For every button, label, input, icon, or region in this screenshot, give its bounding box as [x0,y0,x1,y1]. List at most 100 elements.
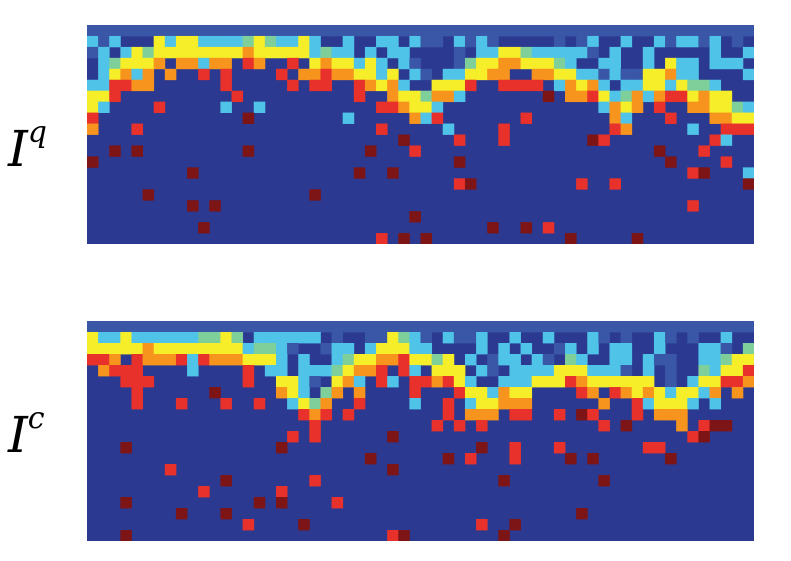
heatmap-iq-cell [98,79,110,92]
heatmap-ic-cell [420,343,433,355]
heatmap-ic-cell [642,365,655,377]
heatmap-ic-cell [598,420,610,432]
heatmap-iq-cell [631,101,644,113]
heatmap-ic-cell [487,387,499,399]
heatmap-ic-cell [453,321,466,333]
heatmap-iq-cell [409,57,421,70]
heatmap-ic-cell [342,365,355,377]
heatmap-iq-cell [198,25,210,37]
heatmap-ic-cell [109,354,121,366]
heatmap-ic-cell [587,387,599,399]
heatmap-ic-cell [520,343,533,355]
heatmap-ic-cell [364,365,377,377]
heatmap-ic-cell [120,343,132,355]
heatmap-iq-cell [598,79,610,92]
heatmap-ic-cell [553,343,566,355]
heatmap-ic-cell [320,343,332,355]
heatmap-ic-cell [542,354,555,366]
heatmap-iq-cell [509,57,521,70]
heatmap-iq-cell [131,25,143,37]
heatmap-iq-cell [598,57,610,70]
heatmap-iq-cell [676,57,688,70]
heatmap-ic-cell [464,387,477,399]
heatmap-iq-cell [331,25,344,37]
heatmap-iq-cell [509,46,521,59]
heatmap-iq-cell [709,90,722,103]
heatmap-iq-cell [387,101,399,113]
heatmap-iq-cell [187,57,199,70]
heatmap-ic-cell [98,321,110,333]
heatmap-iq-cell [120,68,132,81]
heatmap-iq-cell [587,68,599,81]
heatmap-iq-cell [531,57,544,70]
heatmap-ic-cell [653,442,666,454]
heatmap-iq-cell [164,68,177,81]
heatmap-iq-cell [320,25,332,37]
heatmap-iq-cell [698,101,710,113]
heatmap-ic-cell [631,409,644,421]
heatmap-ic-cell [576,409,588,421]
heatmap-ic-cell [320,398,332,410]
heatmap-ic-cell [698,431,710,443]
heatmap-ic-cell [464,376,477,388]
heatmap-iq-cell [309,46,321,59]
heatmap-iq-cell [398,101,410,113]
heatmap-ic-cell [464,354,477,366]
heatmap-ic-cell [464,332,477,344]
heatmap-iq-cell [665,112,677,124]
heatmap-ic-cell [387,343,399,355]
heatmap-iq-cell [742,46,754,59]
heatmap-ic-cell [331,321,344,333]
heatmap-iq-cell [687,68,699,81]
heatmap-iq-cell [498,79,510,92]
heatmap-iq-cell [398,46,410,59]
heatmap-ic-cell [376,354,388,366]
heatmap-ic-cell [253,398,266,410]
heatmap-ic-cell [120,332,132,344]
heatmap-iq-cell [687,79,699,92]
heatmap-ic-cell [409,387,421,399]
heatmap-iq-cell [487,68,499,81]
heatmap-ic-cell [275,442,288,454]
heatmap-ic-cell [720,365,733,377]
heatmap-ic-cell [353,354,366,366]
heatmap-iq-cell [453,156,466,168]
heatmap-iq-cell [409,145,421,157]
heatmap-iq-cell [453,25,466,37]
heatmap-ic-cell [298,376,310,388]
heatmap-ic-cell [364,453,377,465]
heatmap-ic-cell [409,365,421,377]
heatmap-ic-cell [453,420,466,432]
heatmap-ic-cell [531,376,544,388]
heatmap-iq-cell [487,57,499,70]
heatmap-ic-cell [198,486,210,498]
heatmap-iq-cell [187,35,199,48]
heatmap-iq-cell [542,68,555,81]
heatmap-ic-cell [509,321,521,333]
heatmap-iq-cell [420,68,433,81]
heatmap-iq-cell [653,145,666,157]
heatmap-ic-cell [587,453,599,465]
heatmap-ic-cell [698,321,710,333]
heatmap-ic-cell [653,343,666,355]
heatmap-ic-cell [98,365,110,377]
heatmap-iq-cell [198,222,210,234]
heatmap-ic-cell [153,354,166,366]
heatmap-ic-cell [620,365,633,377]
heatmap-iq-cell [742,68,754,81]
heatmap-ic-cell [665,409,677,421]
heatmap-ic-cell [342,321,355,333]
heatmap-ic-cell [464,453,477,465]
heatmap-iq-cell [87,46,99,59]
heatmap-iq-cell [298,35,310,48]
heatmap-ic-cell [342,376,355,388]
heatmap-iq-cell [142,46,155,59]
heatmap-ic-cell [253,343,266,355]
heatmap-iq-cell [742,167,754,179]
heatmap-iq-cell [665,90,677,103]
heatmap-ic-cell [476,519,488,531]
heatmap-ic-cell [709,420,722,432]
heatmap-iq-cell [442,25,455,37]
heatmap-iq-cell [109,90,121,103]
heatmap-iq-cell [153,57,166,70]
